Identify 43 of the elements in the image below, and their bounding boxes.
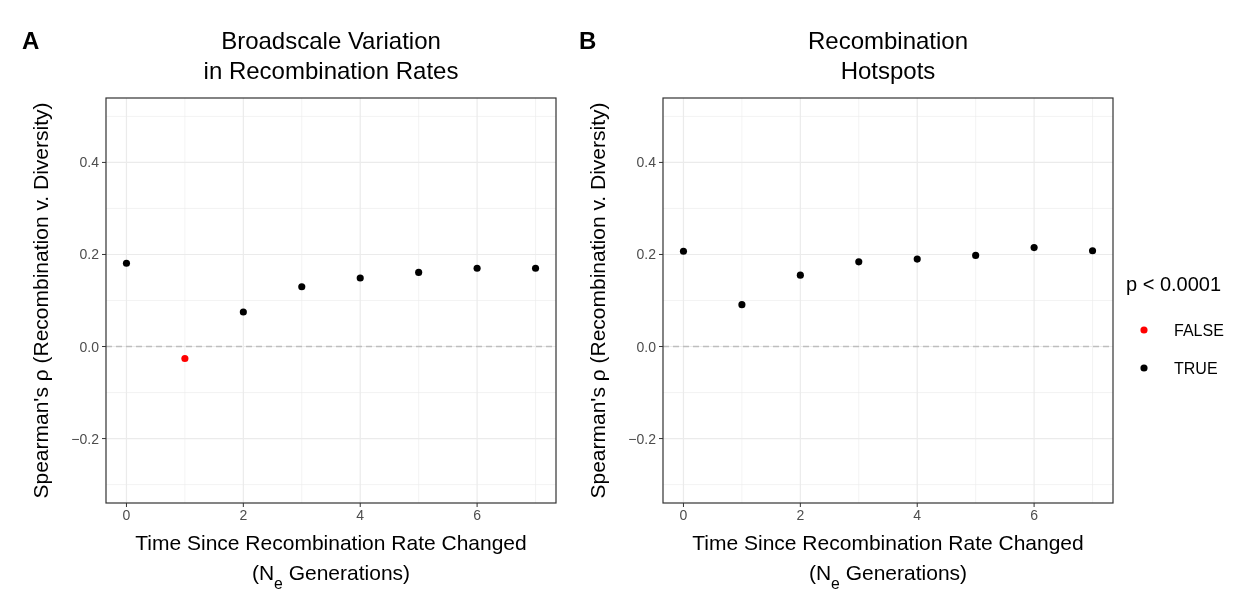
point — [531, 264, 540, 272]
x-tick-label: 0 — [122, 507, 131, 523]
point — [298, 283, 306, 291]
x-tick-label: 4 — [913, 507, 922, 523]
point — [181, 354, 189, 363]
legend-title: p < 0.0001 — [1126, 273, 1222, 295]
point — [796, 271, 804, 279]
chart-title: Broadscale Variation in Recombination Rates — [203, 27, 459, 84]
point — [855, 258, 863, 266]
y-tick-label: −0.2 — [71, 430, 100, 447]
point — [738, 301, 746, 309]
x-axis-title: Time Since Recombination Rate Changed (N$_{e}$ Generations) — [692, 531, 1084, 592]
point — [122, 259, 131, 267]
point — [1088, 247, 1097, 255]
x-tick-label: 0 — [679, 507, 688, 523]
x-tick-label: 6 — [1030, 507, 1039, 523]
point — [473, 264, 481, 272]
x-tick-label: 2 — [239, 507, 248, 523]
text: B — [579, 27, 597, 54]
chart-title: Recombination Hotspots — [807, 27, 969, 84]
x-axis-title: Time Since Recombination Rate Changed (N$_{e}$ Generations) — [135, 531, 527, 592]
point — [972, 251, 980, 259]
point — [679, 247, 688, 255]
point — [913, 255, 921, 263]
point — [356, 274, 364, 282]
legend-label: FALSE — [1174, 322, 1224, 339]
x-tick-label: 2 — [796, 507, 805, 523]
point — [415, 268, 423, 276]
x-tick-label: 4 — [356, 507, 365, 523]
y-axis-title: Spearman's ρ (Recombination v. Diversity) — [29, 102, 52, 499]
y-tick-label: 0.0 — [79, 338, 100, 355]
text: A — [22, 27, 40, 54]
y-tick-label: 0.2 — [636, 246, 657, 263]
legend-label: TRUE — [1174, 360, 1218, 377]
y-tick-label: −0.2 — [628, 430, 657, 447]
y-axis-title: Spearman's ρ (Recombination v. Diversity) — [586, 102, 609, 499]
x-tick-label: 6 — [473, 507, 482, 523]
point — [239, 308, 247, 316]
y-tick-label: 0.4 — [79, 154, 100, 171]
y-tick-label: 0.2 — [79, 246, 100, 263]
y-tick-label: 0.4 — [636, 154, 657, 171]
point — [1030, 244, 1038, 252]
y-tick-label: 0.0 — [636, 338, 657, 355]
